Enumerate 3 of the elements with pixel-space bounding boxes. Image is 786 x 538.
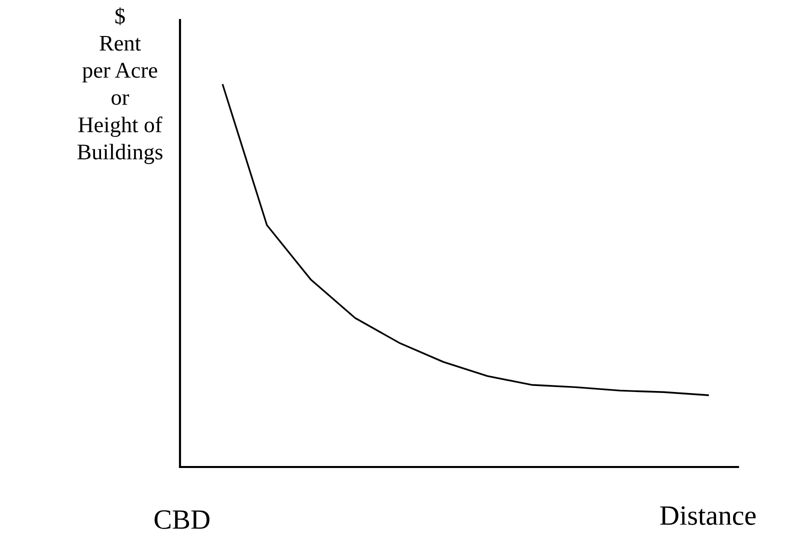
y-axis-title: $ Rent per Acre or Height of Buildings: [77, 7, 162, 164]
text: CBD: [154, 510, 210, 529]
x-axis-title: Distance: [660, 506, 756, 525]
